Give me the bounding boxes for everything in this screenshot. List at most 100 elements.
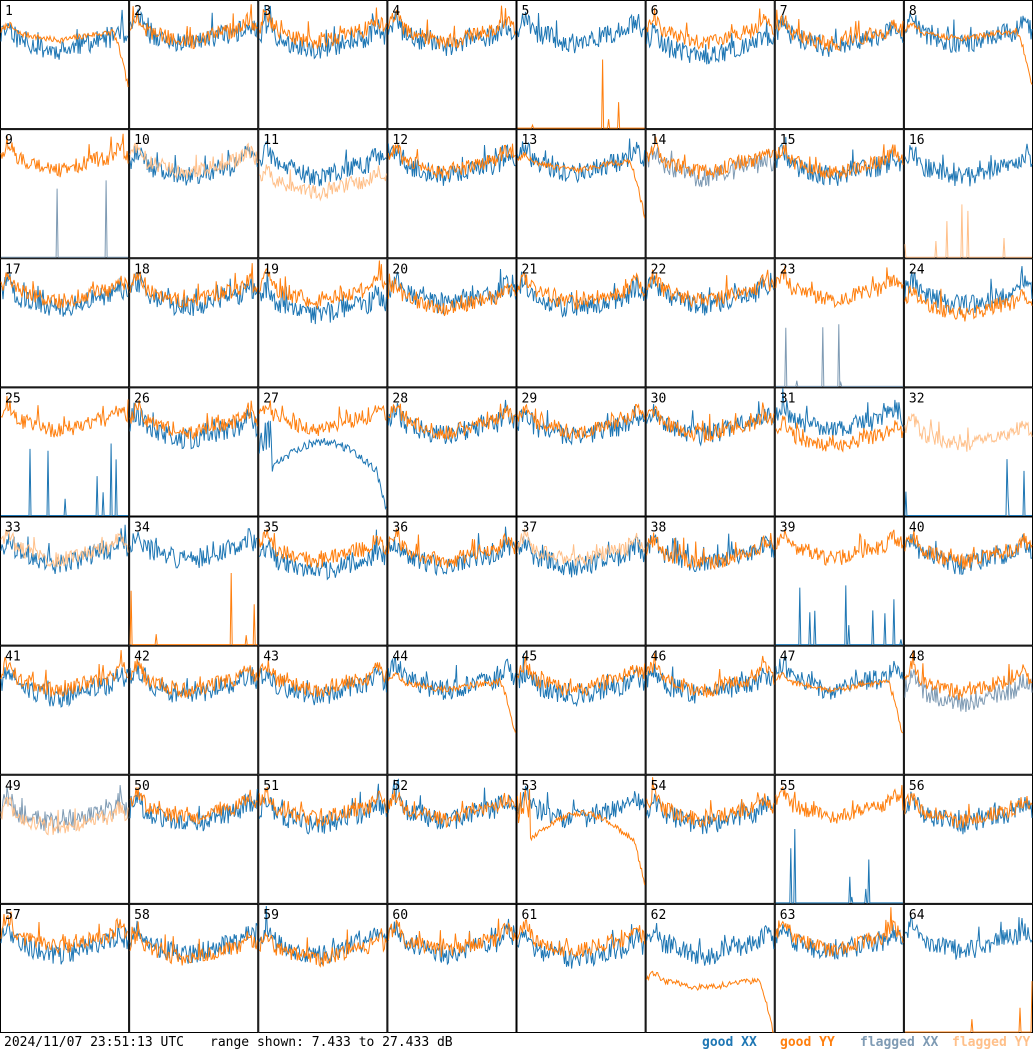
panel-label: 45 (522, 650, 538, 665)
range-text: range shown: 7.433 to 27.433 dB (210, 1035, 453, 1050)
series-yy-line (646, 970, 774, 1033)
panel-9: 9 (0, 129, 130, 259)
panel-58: 58 (129, 903, 259, 1033)
panel-15: 15 (774, 129, 904, 259)
panel-label: 12 (392, 133, 408, 148)
series-xx-line (387, 656, 516, 700)
series-xx-line (646, 663, 775, 704)
panel-label: 59 (263, 908, 279, 923)
panel-label: 43 (263, 650, 279, 665)
series-yy-line (775, 907, 904, 957)
panel-frame (903, 774, 1033, 904)
series-xx-line (904, 533, 1033, 576)
panel-frame (129, 129, 259, 259)
series-yy-line (258, 528, 387, 568)
panel-frame (387, 258, 517, 388)
series-yy-line (129, 787, 258, 825)
legend-good-xx: good XX (702, 1035, 757, 1050)
panel-10: 10 (129, 129, 259, 259)
series-yy-line (258, 7, 387, 50)
series-yy-line (0, 133, 129, 178)
panel-label: 16 (909, 133, 925, 148)
panel-label: 49 (5, 779, 21, 794)
panel-frame (387, 516, 517, 646)
series-yy-line (0, 395, 129, 438)
series-yy-line (0, 529, 129, 568)
panel-frame (516, 774, 646, 904)
panel-label: 41 (5, 650, 21, 665)
panel-label: 50 (134, 779, 150, 794)
panel-frame (0, 903, 130, 1033)
series-xx-line (0, 524, 129, 574)
panel-30: 30 (645, 387, 775, 517)
panel-label: 34 (134, 521, 150, 536)
panel-label: 20 (392, 262, 408, 277)
panel-frame (129, 774, 259, 904)
series-xx-line (646, 145, 775, 188)
series-yy-line (258, 659, 387, 698)
series-xx-line (646, 922, 775, 966)
series-yy-line (129, 921, 258, 966)
panel-label: 42 (134, 650, 150, 665)
series-yy-line (387, 273, 516, 317)
series-yy-line (258, 928, 387, 968)
panel-24: 24 (903, 258, 1033, 388)
panel-label: 58 (134, 908, 150, 923)
panel-label: 47 (780, 650, 796, 665)
series-xx-line (1, 443, 129, 516)
panel-14: 14 (645, 129, 775, 259)
series-xx-line (0, 9, 129, 60)
series-xx-line (775, 585, 903, 646)
series-xx-line (646, 21, 775, 65)
series-yy-line (387, 143, 516, 180)
panel-35: 35 (258, 516, 388, 646)
panel-label: 2 (134, 4, 142, 19)
series-yy-line (387, 790, 516, 828)
panel-56: 56 (903, 774, 1033, 904)
panel-label: 1 (5, 4, 13, 19)
series-yy-line (517, 59, 645, 129)
panel-frame (774, 387, 904, 517)
panel-label: 31 (780, 391, 796, 406)
panel-label: 60 (392, 908, 408, 923)
panel-44: 44 (387, 645, 517, 775)
panel-26: 26 (129, 387, 259, 517)
panel-frame (129, 0, 259, 130)
panel-19: 19 (258, 258, 388, 388)
panel-frame (258, 903, 388, 1033)
series-yy-line (646, 136, 775, 180)
panel-frame (774, 903, 904, 1033)
panel-frame (645, 903, 775, 1033)
panel-frame (387, 774, 517, 904)
panel-60: 60 (387, 903, 517, 1033)
series-xx-line (259, 140, 387, 187)
panel-label: 13 (522, 133, 538, 148)
series-yy-line (775, 144, 904, 179)
panel-frame (645, 516, 775, 646)
panel-label: 24 (909, 262, 925, 277)
panel-label: 64 (909, 908, 925, 923)
panel-55: 55 (774, 774, 904, 904)
panel-frame (774, 129, 904, 259)
panel-label: 19 (263, 262, 279, 277)
panel-13: 13 (516, 129, 646, 259)
panel-38: 38 (645, 516, 775, 646)
panel-20: 20 (387, 258, 517, 388)
panel-frame (0, 129, 130, 259)
panel-label: 51 (263, 779, 279, 794)
series-xx-line (775, 655, 904, 700)
panel-64: 64 (903, 903, 1033, 1033)
legend-good-yy: good YY (780, 1035, 835, 1050)
panel-frame (645, 387, 775, 517)
panel-label: 52 (392, 779, 408, 794)
panel-12: 12 (387, 129, 517, 259)
series-xx-line (517, 536, 646, 578)
series-xx-line (387, 268, 516, 315)
series-yy-line (904, 22, 1033, 85)
series-xx-line (258, 420, 387, 511)
panel-3: 3 (258, 0, 388, 130)
series-yy-line (775, 785, 904, 824)
panel-frame (903, 516, 1033, 646)
panel-frame (774, 0, 904, 130)
